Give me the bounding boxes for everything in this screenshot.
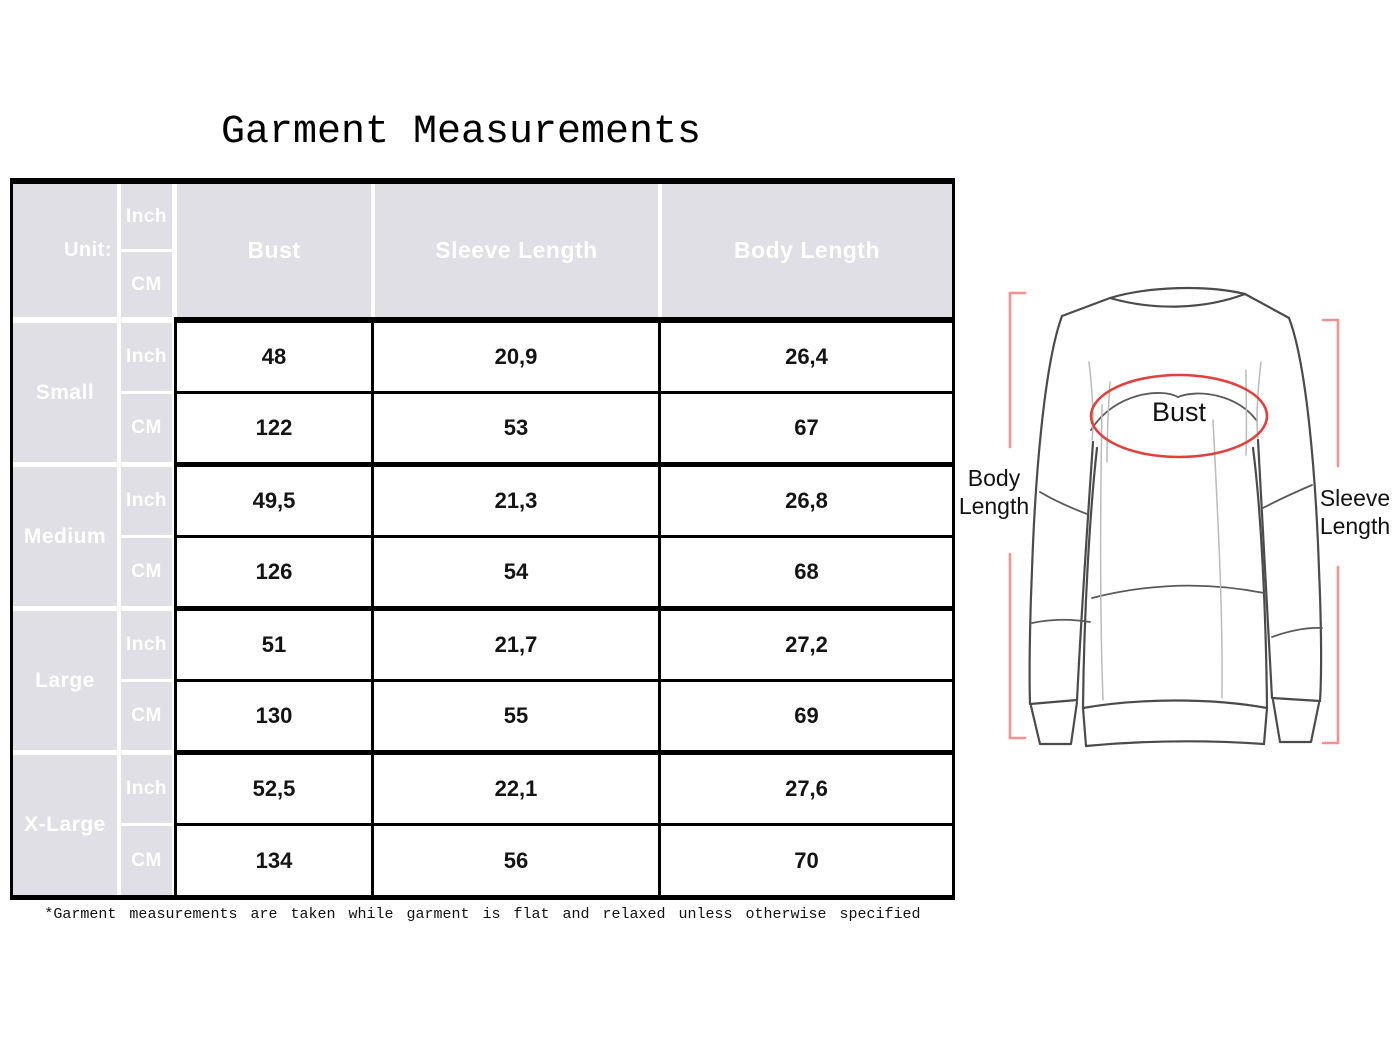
cell-x-large-cm-sleeve: 56 xyxy=(371,826,658,895)
cell-medium-inch-sleeve: 21,3 xyxy=(371,467,658,535)
table-separator xyxy=(174,462,952,467)
unit-label: Inch xyxy=(121,467,172,535)
cell-large-cm-body: 69 xyxy=(658,682,952,750)
table-separator xyxy=(174,317,952,323)
body-length-label: Body Length xyxy=(958,465,1030,519)
table-separator xyxy=(174,391,952,394)
garment-diagram xyxy=(1008,286,1340,748)
cell-medium-cm-sleeve: 54 xyxy=(371,538,658,606)
unit-label: Inch xyxy=(121,611,172,679)
table-separator xyxy=(174,823,952,826)
size-label-large: Large xyxy=(13,611,117,750)
cell-large-inch-body: 27,2 xyxy=(658,611,952,679)
unit-label: CM xyxy=(121,826,172,895)
size-label-x-large: X-Large xyxy=(13,755,117,895)
cell-small-inch-bust: 48 xyxy=(174,323,371,391)
garment-outline xyxy=(1028,286,1323,748)
bust-measure-ellipse xyxy=(1089,373,1269,459)
cell-large-cm-bust: 130 xyxy=(174,682,371,750)
measurements-table: Unit: Inch CM Bust Sleeve Length Body Le… xyxy=(10,178,955,900)
body-length-bracket xyxy=(1008,291,1027,740)
column-header-sleeve-length: Sleeve Length xyxy=(371,184,658,317)
column-header-bust: Bust xyxy=(174,184,371,317)
cell-medium-inch-bust: 49,5 xyxy=(174,467,371,535)
cell-medium-inch-body: 26,8 xyxy=(658,467,952,535)
cell-large-cm-sleeve: 55 xyxy=(371,682,658,750)
unit-inch-header: Inch xyxy=(121,184,172,249)
size-label-medium: Medium xyxy=(13,467,117,606)
garment-seams xyxy=(1031,392,1323,638)
column-header-body-length: Body Length xyxy=(658,184,952,317)
cell-x-large-inch-body: 27,6 xyxy=(658,755,952,823)
cell-x-large-cm-body: 70 xyxy=(658,826,952,895)
page-title: Garment Measurements xyxy=(220,110,702,155)
unit-label: Inch xyxy=(121,323,172,391)
table-separator xyxy=(174,606,952,611)
bust-label: Bust xyxy=(1151,397,1207,427)
unit-header-cell: Unit: xyxy=(13,184,117,317)
sleeve-length-bracket xyxy=(1321,318,1340,745)
size-label-small: Small xyxy=(13,323,117,462)
table-separator xyxy=(174,750,952,755)
cell-small-inch-sleeve: 20,9 xyxy=(371,323,658,391)
cell-large-inch-sleeve: 21,7 xyxy=(371,611,658,679)
cell-small-cm-body: 67 xyxy=(658,394,952,462)
cell-large-inch-bust: 51 xyxy=(174,611,371,679)
unit-label: CM xyxy=(121,394,172,462)
table-separator xyxy=(174,679,952,682)
cell-small-cm-bust: 122 xyxy=(174,394,371,462)
unit-label: CM xyxy=(121,538,172,606)
cell-small-cm-sleeve: 53 xyxy=(371,394,658,462)
cell-x-large-cm-bust: 134 xyxy=(174,826,371,895)
cell-x-large-inch-sleeve: 22,1 xyxy=(371,755,658,823)
unit-cm-header: CM xyxy=(121,252,172,317)
table-separator xyxy=(174,535,952,538)
cell-small-inch-body: 26,4 xyxy=(658,323,952,391)
unit-label: Inch xyxy=(121,755,172,823)
cell-medium-cm-bust: 126 xyxy=(174,538,371,606)
sleeve-length-label: Sleeve Length xyxy=(1319,485,1391,539)
cell-x-large-inch-bust: 52,5 xyxy=(174,755,371,823)
cell-medium-cm-body: 68 xyxy=(658,538,952,606)
unit-label: CM xyxy=(121,682,172,750)
footnote: *Garment measurements are taken while ga… xyxy=(44,906,921,923)
